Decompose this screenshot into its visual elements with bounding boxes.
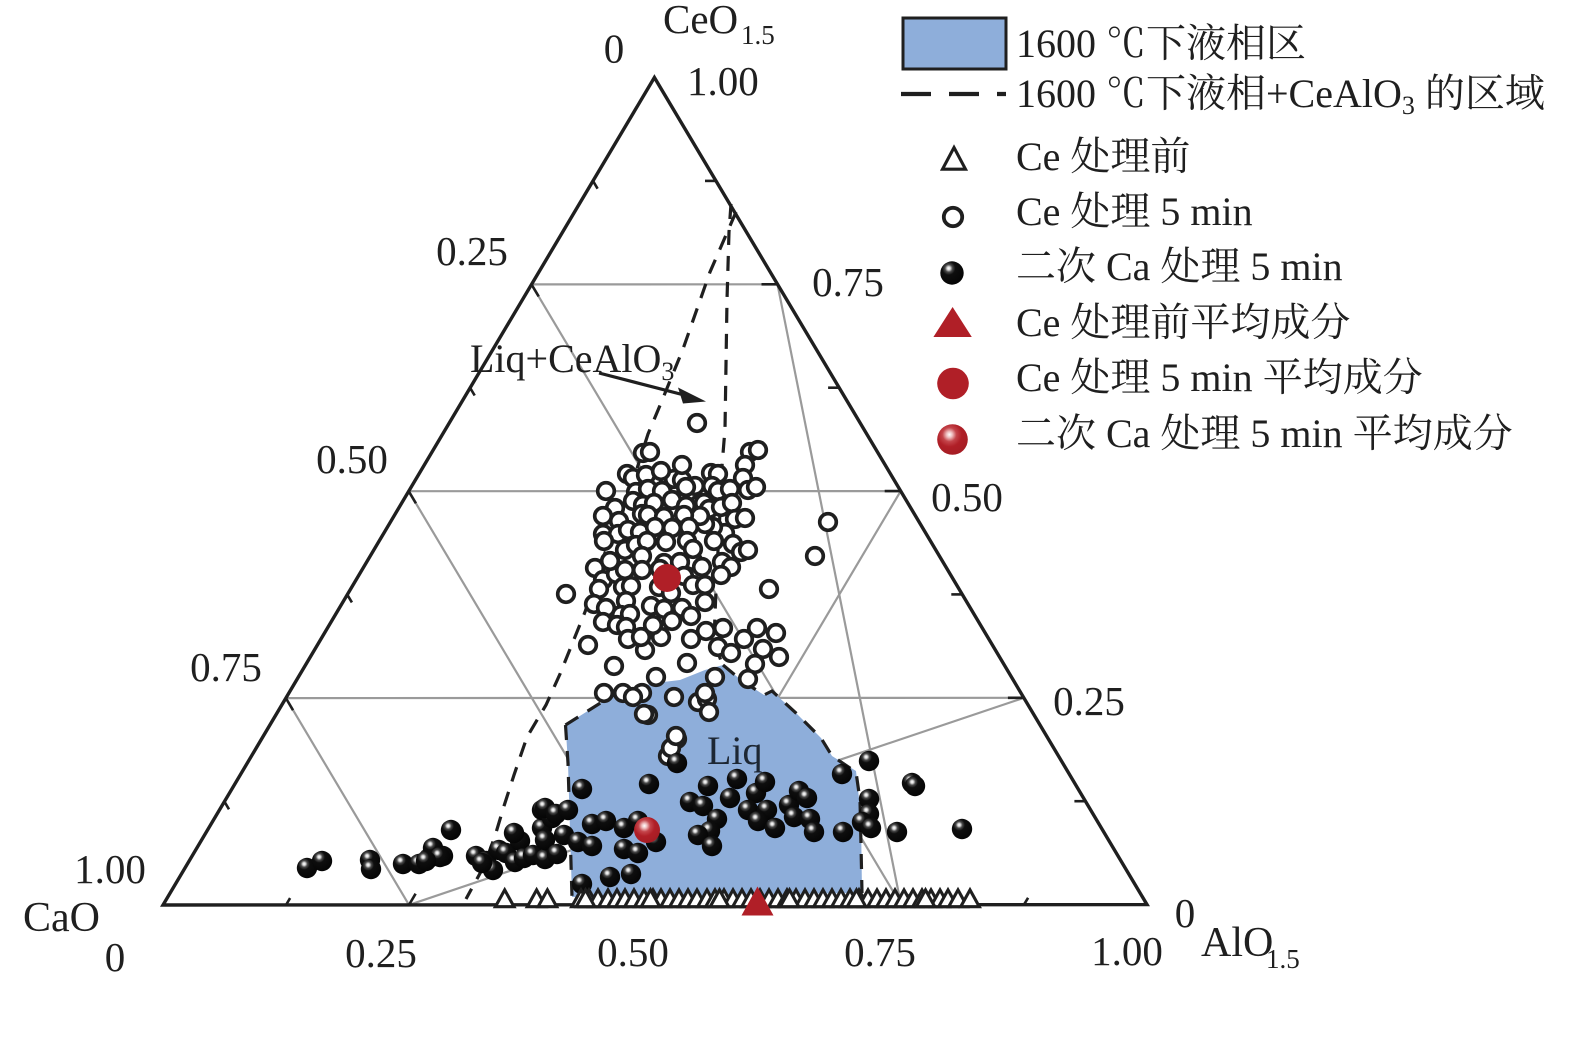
svg-text:Liq: Liq xyxy=(707,728,763,773)
svg-text:3: 3 xyxy=(1402,91,1415,120)
svg-text:5 min: 5 min xyxy=(1160,355,1252,400)
svg-text:0.25: 0.25 xyxy=(1053,678,1125,724)
svg-text:Ce: Ce xyxy=(1016,355,1060,400)
svg-text:Ce: Ce xyxy=(1016,189,1060,234)
svg-text:1.5: 1.5 xyxy=(1266,944,1300,974)
svg-text:1.00: 1.00 xyxy=(1091,928,1163,974)
svg-text:0: 0 xyxy=(105,934,126,980)
svg-text:1600: 1600 xyxy=(1016,21,1096,66)
svg-text:1.00: 1.00 xyxy=(687,58,759,104)
svg-text:Ca: Ca xyxy=(1106,411,1151,456)
svg-text:0.50: 0.50 xyxy=(597,929,669,975)
svg-text:0: 0 xyxy=(604,26,625,72)
svg-text:5 min: 5 min xyxy=(1250,244,1342,289)
svg-text:Ce: Ce xyxy=(1016,300,1060,345)
svg-text:0.50: 0.50 xyxy=(931,474,1003,520)
svg-text:CeO: CeO xyxy=(663,0,738,42)
svg-text:Liq+CeAlO: Liq+CeAlO xyxy=(470,336,661,381)
svg-text:5 min: 5 min xyxy=(1250,411,1342,456)
svg-text:1600: 1600 xyxy=(1016,71,1096,116)
svg-text:+CeAlO: +CeAlO xyxy=(1266,71,1402,116)
svg-text:0.50: 0.50 xyxy=(316,436,388,482)
svg-text:Ca: Ca xyxy=(1106,244,1151,289)
svg-text:CaO: CaO xyxy=(23,895,100,941)
svg-text:0.75: 0.75 xyxy=(844,929,916,975)
svg-text:0.75: 0.75 xyxy=(190,644,262,690)
svg-text:AlO: AlO xyxy=(1201,920,1273,966)
svg-text:5 min: 5 min xyxy=(1160,189,1252,234)
svg-text:1.00: 1.00 xyxy=(74,846,146,892)
svg-text:Ce: Ce xyxy=(1016,134,1060,179)
svg-text:0.75: 0.75 xyxy=(812,259,884,305)
svg-text:0: 0 xyxy=(1175,890,1196,936)
svg-text:0.25: 0.25 xyxy=(436,228,508,274)
svg-text:0.25: 0.25 xyxy=(345,930,417,976)
svg-text:1.5: 1.5 xyxy=(741,20,775,50)
svg-text:3: 3 xyxy=(661,357,674,386)
